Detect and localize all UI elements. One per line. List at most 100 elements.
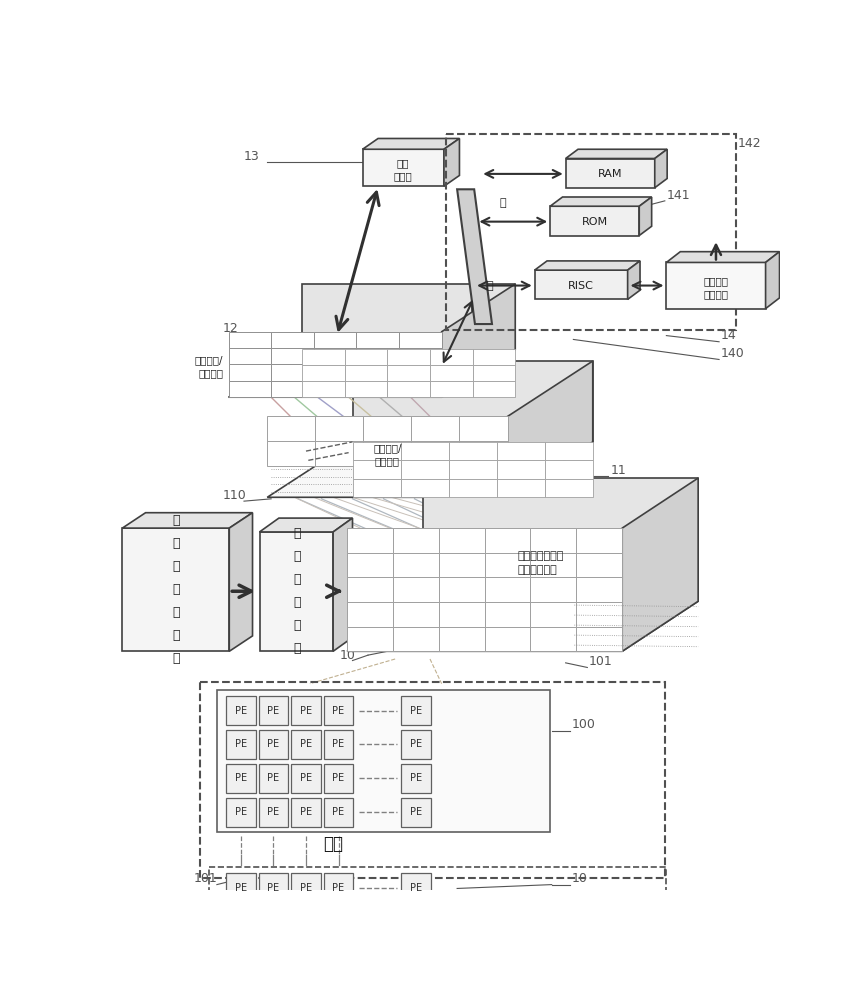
Polygon shape bbox=[356, 364, 399, 381]
Polygon shape bbox=[485, 577, 531, 602]
Text: 阵列
控制器: 阵列 控制器 bbox=[394, 158, 412, 182]
Text: 110: 110 bbox=[223, 489, 247, 502]
Text: PE: PE bbox=[267, 773, 279, 783]
Text: PE: PE bbox=[235, 883, 247, 893]
Polygon shape bbox=[363, 416, 412, 441]
Polygon shape bbox=[577, 528, 623, 553]
Polygon shape bbox=[460, 416, 507, 441]
Polygon shape bbox=[401, 460, 448, 479]
Polygon shape bbox=[401, 730, 431, 759]
Text: 组块: 组块 bbox=[323, 835, 343, 853]
Polygon shape bbox=[324, 730, 353, 759]
Text: 处理结果
输出模块: 处理结果 输出模块 bbox=[703, 276, 728, 299]
Text: 140: 140 bbox=[720, 347, 745, 360]
Polygon shape bbox=[639, 197, 652, 235]
Polygon shape bbox=[347, 577, 393, 602]
Polygon shape bbox=[356, 332, 399, 348]
Polygon shape bbox=[393, 528, 439, 553]
Polygon shape bbox=[531, 627, 577, 651]
Text: 141: 141 bbox=[667, 189, 690, 202]
Polygon shape bbox=[226, 873, 256, 902]
Text: 并行处理/
控制单元: 并行处理/ 控制单元 bbox=[194, 355, 223, 378]
Text: PE: PE bbox=[300, 773, 312, 783]
Polygon shape bbox=[401, 873, 431, 902]
Polygon shape bbox=[333, 518, 353, 651]
Polygon shape bbox=[497, 460, 544, 479]
Text: PE: PE bbox=[332, 773, 344, 783]
Polygon shape bbox=[267, 442, 593, 497]
Polygon shape bbox=[531, 528, 577, 553]
Polygon shape bbox=[448, 479, 497, 497]
Polygon shape bbox=[439, 553, 485, 577]
Text: 100: 100 bbox=[572, 718, 596, 731]
Polygon shape bbox=[535, 270, 628, 299]
Polygon shape bbox=[353, 442, 401, 460]
Polygon shape bbox=[439, 528, 485, 553]
Text: PE: PE bbox=[410, 739, 422, 749]
Polygon shape bbox=[314, 364, 356, 381]
Polygon shape bbox=[347, 528, 393, 553]
Polygon shape bbox=[259, 518, 353, 532]
Text: PE: PE bbox=[235, 739, 247, 749]
Text: PE: PE bbox=[410, 883, 422, 893]
Polygon shape bbox=[460, 441, 507, 466]
Text: 10: 10 bbox=[572, 872, 588, 885]
Text: PE: PE bbox=[300, 739, 312, 749]
Polygon shape bbox=[316, 441, 363, 466]
Polygon shape bbox=[667, 252, 779, 262]
Polygon shape bbox=[314, 332, 356, 348]
Polygon shape bbox=[577, 602, 623, 627]
Polygon shape bbox=[362, 149, 444, 186]
Polygon shape bbox=[258, 764, 288, 793]
Polygon shape bbox=[544, 460, 593, 479]
Polygon shape bbox=[473, 365, 515, 381]
Polygon shape bbox=[291, 730, 321, 759]
Polygon shape bbox=[577, 627, 623, 651]
Polygon shape bbox=[347, 627, 393, 651]
Polygon shape bbox=[439, 577, 485, 602]
Polygon shape bbox=[531, 602, 577, 627]
Polygon shape bbox=[229, 381, 271, 397]
Polygon shape bbox=[430, 381, 473, 397]
Polygon shape bbox=[399, 381, 441, 397]
Text: PE: PE bbox=[235, 706, 247, 716]
Polygon shape bbox=[401, 696, 431, 725]
Polygon shape bbox=[302, 349, 345, 365]
Polygon shape bbox=[430, 365, 473, 381]
Text: 图
像
传
感
器
阵
列: 图 像 传 感 器 阵 列 bbox=[172, 514, 179, 665]
Polygon shape bbox=[271, 381, 314, 397]
Polygon shape bbox=[544, 442, 593, 460]
Polygon shape bbox=[324, 764, 353, 793]
Text: PE: PE bbox=[410, 773, 422, 783]
Text: 14: 14 bbox=[720, 329, 736, 342]
Polygon shape bbox=[258, 798, 288, 827]
Text: 142: 142 bbox=[738, 137, 761, 150]
Text: 10: 10 bbox=[339, 649, 355, 662]
Polygon shape bbox=[507, 361, 593, 497]
Text: PE: PE bbox=[235, 807, 247, 817]
Polygon shape bbox=[314, 381, 356, 397]
Polygon shape bbox=[430, 349, 473, 365]
Text: 11: 11 bbox=[610, 464, 626, 477]
Polygon shape bbox=[302, 381, 345, 397]
Polygon shape bbox=[401, 442, 448, 460]
Polygon shape bbox=[347, 602, 393, 627]
Polygon shape bbox=[655, 149, 667, 188]
Polygon shape bbox=[393, 627, 439, 651]
Polygon shape bbox=[388, 365, 430, 381]
Text: PE: PE bbox=[300, 807, 312, 817]
Polygon shape bbox=[577, 553, 623, 577]
Polygon shape bbox=[388, 349, 430, 365]
Text: 101: 101 bbox=[193, 872, 218, 885]
Polygon shape bbox=[345, 381, 388, 397]
Polygon shape bbox=[439, 627, 485, 651]
Polygon shape bbox=[259, 532, 333, 651]
Polygon shape bbox=[448, 460, 497, 479]
Polygon shape bbox=[393, 602, 439, 627]
Polygon shape bbox=[531, 577, 577, 602]
Text: PE: PE bbox=[267, 739, 279, 749]
Polygon shape bbox=[229, 348, 271, 364]
Text: 12: 12 bbox=[223, 322, 238, 335]
Polygon shape bbox=[356, 348, 399, 364]
Polygon shape bbox=[267, 416, 316, 441]
